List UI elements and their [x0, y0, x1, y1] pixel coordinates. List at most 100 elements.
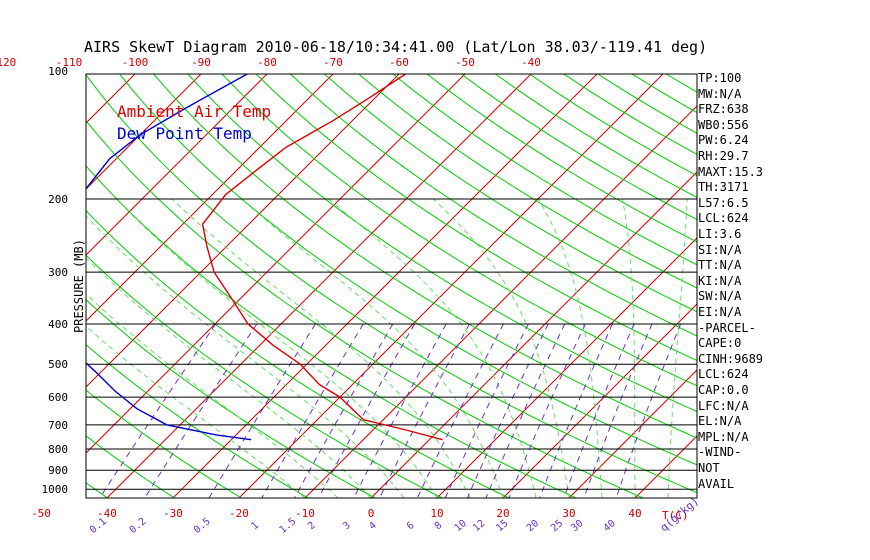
bottom-temp-tick-label: 0 — [368, 507, 375, 520]
dry-adiabat-line — [290, 74, 697, 337]
isotherm-line — [767, 74, 870, 498]
param-12: TT:N/A — [698, 258, 742, 273]
param-20: CAP:0.0 — [698, 383, 749, 397]
moist-adiabat-line — [328, 198, 537, 498]
background-lines — [0, 74, 870, 498]
top-temp-tick-label: -50 — [455, 56, 475, 69]
chart-title: AIRS SkewT Diagram 2010-06-18/10:34:41.0… — [84, 38, 707, 56]
isotherm-line — [436, 237, 697, 498]
bottom-temp-tick-label: 10 — [430, 507, 443, 520]
mixing-ratio-tick-label: 6 — [405, 520, 417, 532]
param-5: RH:29.7 — [698, 149, 749, 163]
moist-adiabat-line — [86, 215, 405, 498]
isotherm-line — [568, 369, 697, 498]
param-11: SI:N/A — [698, 242, 742, 257]
moist-adiabat-line — [622, 198, 636, 498]
sounding-traces — [86, 74, 443, 441]
mixing-ratio-tick-label: 4 — [367, 520, 379, 532]
dry-adiabat-line — [86, 165, 577, 498]
mixing-ratio-tick-label: 1 — [249, 520, 261, 532]
top-temp-tick-label: -70 — [323, 56, 343, 69]
mixing-ratio-tick-label: 40 — [602, 518, 618, 534]
mixing-ratio-line — [539, 323, 613, 498]
dry-adiabat-line — [153, 74, 697, 439]
isotherm-line — [502, 303, 697, 498]
param-14: SW:N/A — [698, 289, 742, 304]
dry-adiabat-line — [255, 74, 697, 362]
isotherm-line — [370, 171, 697, 498]
dry-adiabat-line — [86, 119, 644, 498]
moist-adiabat-line — [86, 325, 306, 498]
mixing-ratio-tick-label: 25 — [549, 518, 565, 534]
param-13: KI:N/A — [698, 273, 742, 288]
dry-adiabat-line — [392, 74, 697, 266]
legend-dew-point-temp: Dew Point Temp — [117, 124, 252, 143]
isotherm-line — [86, 74, 334, 322]
dry-adiabat-line — [769, 74, 870, 498]
bottom-temp-tick-label: 20 — [496, 507, 509, 520]
bottom-temp-tick-label: -20 — [229, 507, 249, 520]
pressure-tick-label: 600 — [48, 391, 68, 404]
isotherm-line — [0, 74, 3, 498]
param-15: EI:N/A — [698, 305, 742, 319]
param-26: AVAIL — [698, 476, 735, 491]
param-22: EL:N/A — [698, 414, 742, 429]
mixing-ratio-line — [208, 323, 316, 498]
plot-frame — [85, 73, 698, 499]
dry-adiabat-line — [187, 74, 697, 413]
dry-adiabat-line — [86, 299, 376, 498]
dry-adiabat-line — [86, 209, 510, 498]
pressure-tick-label: 900 — [48, 464, 68, 477]
mixing-ratio-line — [353, 323, 447, 498]
mixing-ratio-tick-label: 30 — [569, 518, 585, 534]
mixing-ratio-tick-label: 20 — [525, 518, 541, 534]
dry-adiabat-line — [86, 74, 697, 494]
dry-adiabat-line — [86, 389, 242, 498]
top-temp-tick-label: -80 — [257, 56, 277, 69]
mixing-ratio-line — [563, 323, 635, 498]
bottom-temp-tick-label: 30 — [562, 507, 575, 520]
dry-adiabat-line — [119, 74, 697, 466]
dry-adiabat-line — [495, 74, 697, 199]
pressure-tick-label: 700 — [48, 419, 68, 432]
pressure-tick-label: 200 — [48, 193, 68, 206]
moist-adiabat-line — [86, 257, 372, 498]
dry-adiabat-line — [86, 254, 443, 498]
mixing-ratio-tick-label: 0.2 — [128, 516, 149, 536]
dewpoint-trace — [86, 74, 252, 441]
param-24: -WIND- — [698, 445, 742, 460]
mixing-ratio-line — [416, 323, 504, 498]
moist-adiabat-line — [537, 198, 603, 498]
bottom-temp-tick-label: -10 — [295, 507, 315, 520]
top-temp-tick-label: -120 — [0, 56, 16, 69]
param-2: FRZ:638 — [698, 102, 749, 117]
top-temp-tick-label: -40 — [521, 56, 541, 69]
top-temp-tick-label: -110 — [56, 56, 83, 69]
param-0: TP:100 — [698, 71, 742, 85]
pressure-tick-label: 500 — [48, 358, 68, 371]
top-temp-tick-label: -90 — [191, 56, 211, 69]
param-7: TH:3171 — [698, 180, 749, 195]
param-3: WB0:556 — [698, 117, 749, 132]
isotherm-line — [86, 74, 136, 124]
moist-adiabat-line — [240, 198, 504, 498]
bottom-temp-tick-label: -40 — [97, 507, 117, 520]
param-4: PW:6.24 — [698, 133, 749, 148]
moist-adiabat-line — [171, 198, 471, 498]
moist-adiabat-line — [115, 198, 438, 498]
param-18: CINH:9689 — [698, 351, 764, 366]
isotherm-line — [86, 74, 202, 190]
legend-ambient-air-temp: Ambient Air Temp — [117, 102, 271, 121]
param-8: L57:6.5 — [698, 195, 749, 210]
dry-adiabat-line — [735, 74, 870, 498]
dry-adiabat-line — [221, 74, 697, 387]
mixing-ratio-line — [485, 323, 566, 498]
isotherm-line — [238, 74, 664, 498]
pressure-tick-label: 800 — [48, 443, 68, 456]
param-6: MAXT:15.3 — [698, 164, 764, 179]
param-1: MW:N/A — [698, 86, 742, 101]
mixing-ratio-line — [466, 323, 549, 498]
pressure-tick-label: 100 — [48, 65, 68, 78]
pressure-tick-label: 400 — [48, 318, 68, 331]
